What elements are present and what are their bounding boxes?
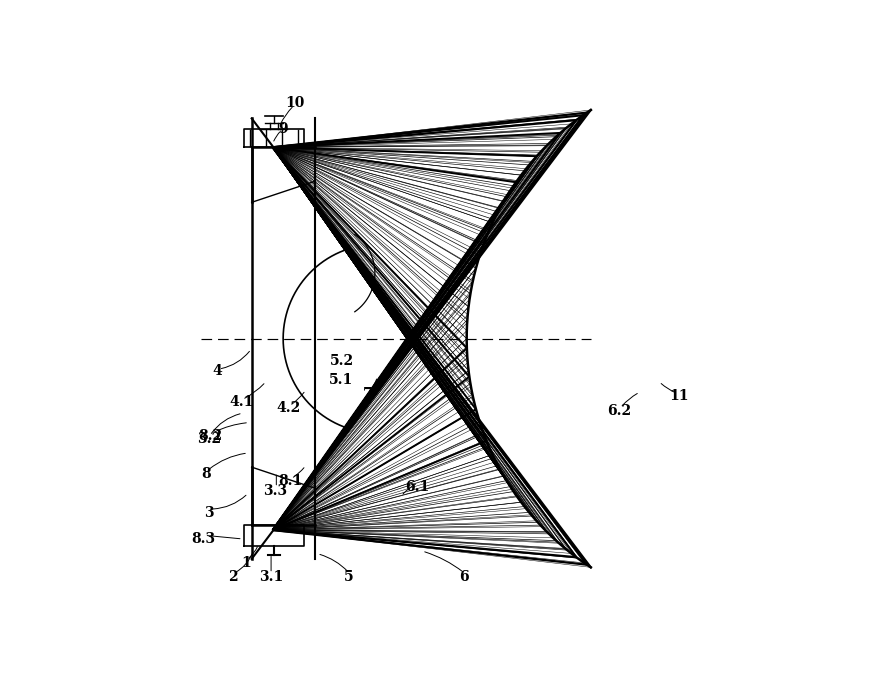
- Text: 2: 2: [228, 570, 238, 584]
- Text: 8.2: 8.2: [199, 428, 223, 443]
- Text: 4.1: 4.1: [229, 394, 253, 409]
- Text: 5: 5: [344, 570, 353, 584]
- Text: 8.3: 8.3: [191, 532, 215, 546]
- Text: 5.1: 5.1: [328, 373, 353, 387]
- Text: 11: 11: [669, 390, 689, 403]
- Text: 9: 9: [278, 122, 288, 136]
- Text: 6.1: 6.1: [404, 479, 429, 494]
- Text: 5.2: 5.2: [330, 353, 354, 368]
- Text: 4.2: 4.2: [276, 401, 301, 415]
- Text: 6.2: 6.2: [607, 404, 631, 418]
- Text: 10: 10: [286, 96, 305, 110]
- Text: 3: 3: [204, 506, 214, 520]
- Text: 3.1: 3.1: [259, 570, 283, 584]
- Text: 3.2: 3.2: [196, 432, 220, 446]
- Text: 8.1: 8.1: [278, 474, 302, 488]
- Text: 7: 7: [363, 387, 373, 400]
- Text: 1: 1: [242, 556, 251, 569]
- Text: 6: 6: [459, 570, 469, 584]
- Text: 4: 4: [212, 364, 222, 378]
- Text: 8: 8: [201, 467, 211, 481]
- Text: 3.3: 3.3: [263, 484, 288, 498]
